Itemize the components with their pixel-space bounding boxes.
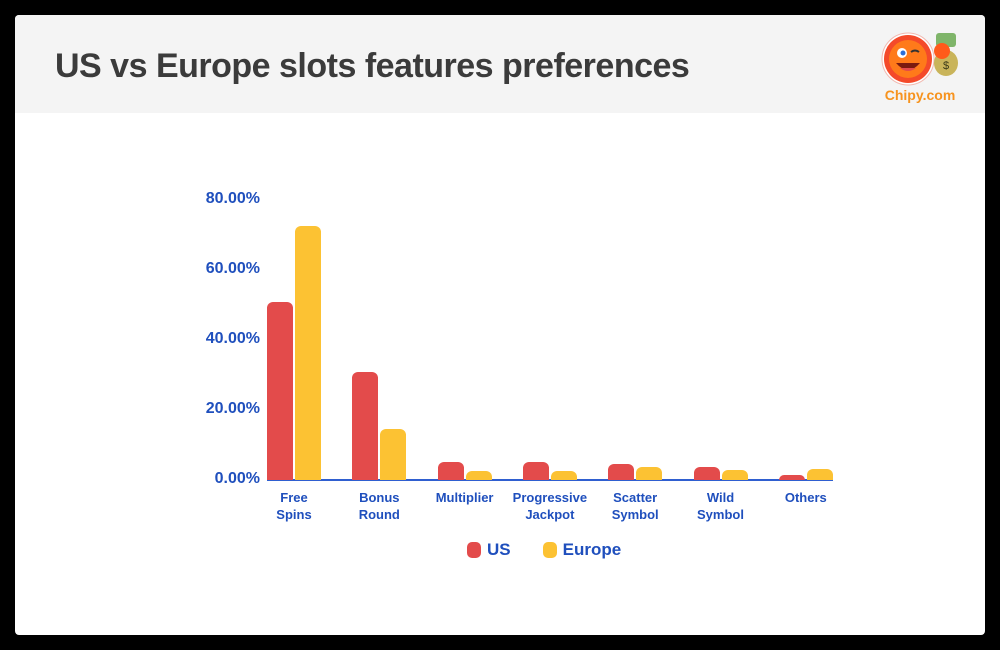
bar-europe [550, 470, 577, 480]
x-axis-label: Scatter Symbol [590, 489, 680, 523]
chart-card: US vs Europe slots features preferences … [15, 15, 985, 635]
y-tick-label: 40.00% [205, 330, 260, 347]
x-label-line: Wild [706, 490, 735, 505]
bar-us [608, 463, 635, 480]
chart-legend: US Europe [467, 540, 639, 560]
x-label-line: Jackpot [525, 507, 575, 522]
x-label-line: Symbol [611, 507, 659, 522]
bar-europe [806, 469, 833, 480]
x-label-line: Scatter [613, 490, 658, 505]
bar-europe [465, 470, 492, 480]
x-label-line: Spins [276, 507, 312, 522]
x-axis-label: Progressive Jackpot [505, 489, 595, 523]
bar-us [437, 462, 464, 480]
legend-item-europe: Europe [542, 540, 622, 560]
bar-us [267, 301, 293, 480]
x-axis-label: Multiplier [420, 489, 510, 506]
bar-us [352, 371, 379, 480]
y-tick-label: 20.00% [205, 400, 260, 417]
header-bar: US vs Europe slots features preferences … [15, 15, 985, 113]
bar-europe [380, 428, 407, 480]
svg-text:$: $ [943, 60, 949, 72]
europe-swatch-icon [542, 542, 557, 558]
x-label-line: Bonus [359, 490, 400, 505]
logo-text: Chipy.com [884, 87, 956, 103]
x-axis-label: Others [761, 489, 851, 506]
y-tick-label: 60.00% [205, 260, 260, 277]
bar-europe [721, 469, 748, 480]
legend-item-us: US [467, 540, 511, 560]
x-axis-label: Wild Symbol [676, 489, 766, 523]
bar-europe [295, 225, 321, 480]
y-tick-label: 0.00% [214, 470, 260, 487]
us-swatch-icon [467, 542, 481, 558]
chip-mascot-icon: $ [881, 32, 958, 86]
x-label-line: Progressive [512, 490, 588, 505]
bar-us [693, 467, 720, 480]
page-title: US vs Europe slots features preferences [55, 47, 690, 85]
chipy-logo: $ Chipy.com [870, 25, 970, 110]
bar-us [778, 475, 805, 480]
legend-label-us: US [487, 540, 511, 559]
x-label-line: Others [784, 490, 827, 505]
bar-chart: US Europe 80.00% 60.00% 40.00% 20.00% 0.00% F… [15, 15, 985, 635]
y-tick-label: 80.00% [205, 190, 260, 207]
x-axis-label: Free Spins [249, 489, 339, 523]
x-axis-baseline [267, 479, 833, 481]
legend-label-europe: Europe [562, 540, 622, 559]
x-label-line: Round [358, 507, 400, 522]
bar-us [522, 462, 549, 480]
x-axis-label: Bonus Round [334, 489, 424, 523]
bar-europe [636, 467, 663, 480]
x-label-line: Free [280, 490, 308, 505]
x-label-line: Multiplier [435, 490, 494, 505]
x-label-line: Symbol [697, 507, 744, 522]
